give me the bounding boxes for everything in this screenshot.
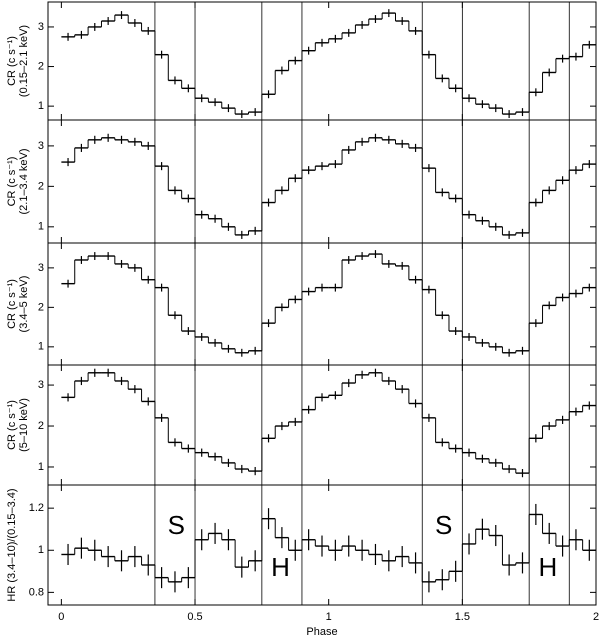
y-axis-label: HR (3.4–10)/(0.15–3.4)	[6, 488, 18, 601]
y-axis-label: CR (c s⁻¹)	[6, 279, 18, 329]
y-axis-label: (5–10 keV)	[18, 398, 30, 452]
x-axis-label: Phase	[306, 626, 337, 638]
y-tick-label: 1	[38, 100, 44, 112]
annotation: S	[435, 510, 452, 540]
panel-frame	[47, 364, 597, 486]
y-axis-label: (3.4–5 keV)	[18, 276, 30, 333]
y-tick-label: 1.2	[29, 502, 44, 514]
annotation: H	[538, 552, 557, 582]
y-axis-label: CR (c s⁻¹)	[6, 36, 18, 86]
y-tick-label: 1	[38, 461, 44, 473]
y-tick-label: 3	[38, 21, 44, 33]
y-tick-label: 3	[38, 140, 44, 152]
annotation: S	[168, 510, 185, 540]
panel-frame	[47, 484, 597, 606]
x-tick-label: 0	[58, 611, 64, 623]
x-tick-label: 0.5	[187, 611, 202, 623]
x-tick-label: 1	[326, 611, 332, 623]
y-tick-label: 0.8	[29, 586, 44, 598]
y-tick-label: 2	[38, 420, 44, 432]
y-tick-label: 3	[38, 379, 44, 391]
y-axis-label: (0.15–2.1 keV)	[18, 25, 30, 97]
y-tick-label: 1	[38, 341, 44, 353]
panel-frame	[47, 242, 597, 366]
y-axis-label: (2.1–3.4 keV)	[18, 148, 30, 214]
x-tick-label: 2	[593, 611, 599, 623]
y-axis-label: CR (c s⁻¹)	[6, 157, 18, 207]
panel-frame	[47, 119, 597, 244]
y-tick-label: 2	[38, 60, 44, 72]
y-tick-label: 1	[38, 221, 44, 233]
y-tick-label: 2	[38, 180, 44, 192]
y-axis-label: CR (c s⁻¹)	[6, 400, 18, 450]
annotation: H	[271, 552, 290, 582]
x-tick-label: 1.5	[455, 611, 470, 623]
y-tick-label: 3	[38, 262, 44, 274]
y-tick-label: 1	[38, 544, 44, 556]
y-tick-label: 2	[38, 301, 44, 313]
panel-frame	[47, 1, 597, 121]
